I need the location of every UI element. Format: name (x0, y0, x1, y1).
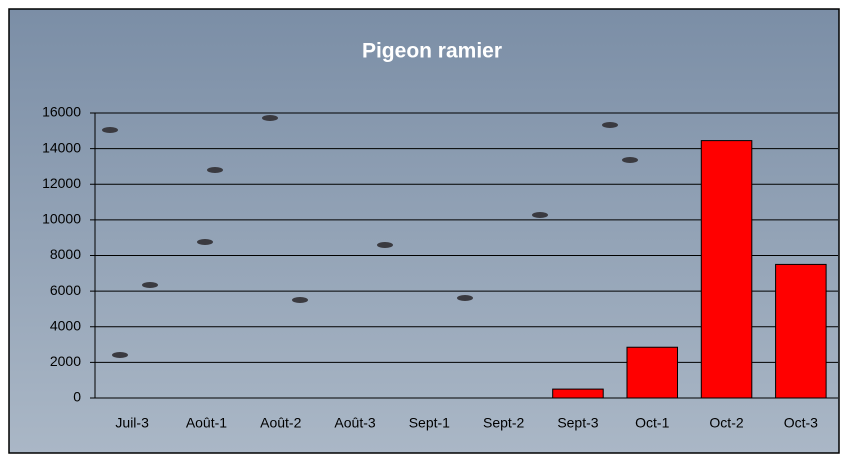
chart-background (8, 8, 840, 454)
y-tick-label: 14000 (42, 139, 81, 155)
x-tick-label: Oct-2 (709, 415, 743, 431)
x-tick-label: Oct-1 (635, 415, 669, 431)
bar (552, 388, 604, 399)
x-tick-label: Août-1 (186, 415, 227, 431)
x-tick-label: Août-3 (334, 415, 375, 431)
x-tick-label: Sept-1 (409, 415, 450, 431)
bar (700, 140, 753, 399)
y-tick-label: 6000 (50, 282, 81, 298)
y-tick-label: 8000 (50, 246, 81, 262)
x-tick-label: Oct-3 (784, 415, 818, 431)
y-tick-label: 0 (73, 389, 81, 405)
y-tick-label: 10000 (42, 211, 81, 227)
chart-title: Pigeon ramier (362, 40, 502, 63)
x-tick-label: Sept-3 (557, 415, 598, 431)
bird-decor (102, 115, 638, 358)
y-tick-label: 12000 (42, 175, 81, 191)
x-tick-label: Août-2 (260, 415, 301, 431)
x-tick-label: Juil-3 (115, 415, 149, 431)
x-tick-label: Sept-2 (483, 415, 524, 431)
bar (626, 346, 679, 399)
bar (775, 263, 827, 399)
y-tick-label: 4000 (50, 317, 81, 333)
y-tick-label: 2000 (50, 353, 81, 369)
y-tick-label: 16000 (42, 104, 81, 120)
